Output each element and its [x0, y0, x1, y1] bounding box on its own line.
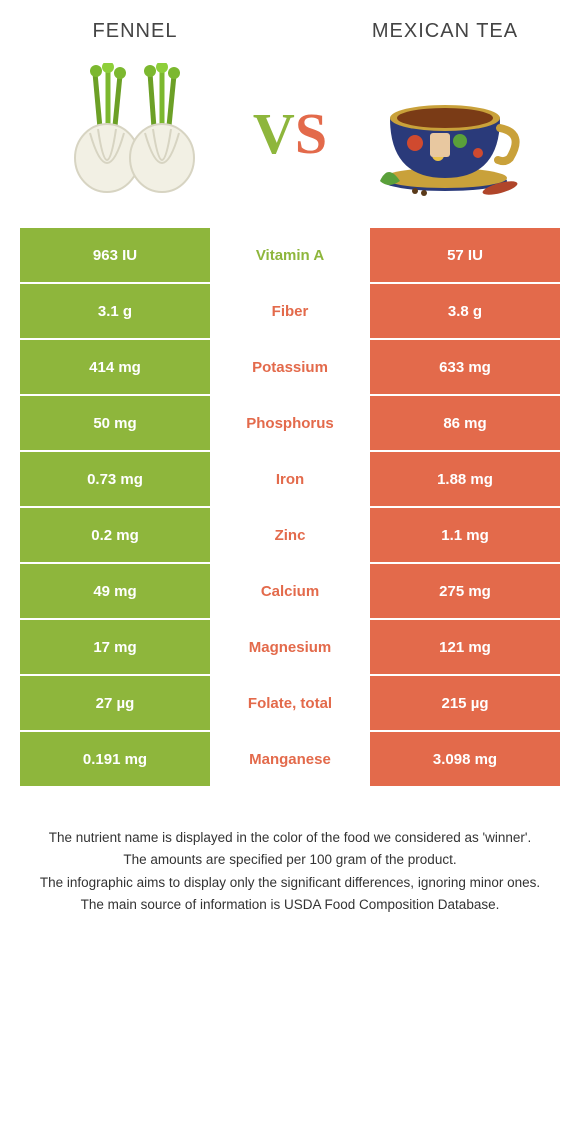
header-spacer — [250, 20, 330, 43]
footnote-line: The nutrient name is displayed in the co… — [30, 828, 550, 848]
fennel-icon — [50, 63, 220, 203]
left-food-image — [30, 63, 240, 203]
infographic-root: Fennel Mexican tea — [0, 0, 580, 937]
nutrient-left-value: 17 mg — [20, 620, 210, 674]
nutrient-name: Zinc — [210, 508, 370, 562]
hero: VS — [0, 53, 580, 228]
nutrient-left-value: 414 mg — [20, 340, 210, 394]
footnote-line: The amounts are specified per 100 gram o… — [30, 850, 550, 870]
nutrient-name: Fiber — [210, 284, 370, 338]
nutrient-row: 0.2 mgZinc1.1 mg — [20, 508, 560, 562]
footnote-line: The infographic aims to display only the… — [30, 873, 550, 893]
nutrient-right-value: 86 mg — [370, 396, 560, 450]
nutrient-left-value: 0.73 mg — [20, 452, 210, 506]
nutrient-name: Folate, total — [210, 676, 370, 730]
nutrient-row: 50 mgPhosphorus86 mg — [20, 396, 560, 450]
tea-cup-icon — [360, 63, 530, 203]
nutrient-name: Phosphorus — [210, 396, 370, 450]
nutrient-left-value: 3.1 g — [20, 284, 210, 338]
nutrient-right-value: 121 mg — [370, 620, 560, 674]
footnotes: The nutrient name is displayed in the co… — [0, 788, 580, 937]
vs-v: V — [253, 101, 295, 166]
nutrient-left-value: 27 µg — [20, 676, 210, 730]
nutrient-left-value: 0.191 mg — [20, 732, 210, 786]
nutrient-row: 414 mgPotassium633 mg — [20, 340, 560, 394]
header: Fennel Mexican tea — [0, 0, 580, 53]
nutrient-name: Manganese — [210, 732, 370, 786]
nutrient-left-value: 0.2 mg — [20, 508, 210, 562]
vs-s: S — [295, 101, 327, 166]
nutrient-row: 963 IUVitamin A57 IU — [20, 228, 560, 282]
nutrient-row: 0.191 mgManganese3.098 mg — [20, 732, 560, 786]
nutrient-right-value: 57 IU — [370, 228, 560, 282]
footnote-line: The main source of information is USDA F… — [30, 895, 550, 915]
nutrient-name: Iron — [210, 452, 370, 506]
header-right-title: Mexican tea — [330, 20, 560, 43]
nutrient-left-value: 50 mg — [20, 396, 210, 450]
nutrient-right-value: 1.1 mg — [370, 508, 560, 562]
nutrient-row: 17 mgMagnesium121 mg — [20, 620, 560, 674]
nutrient-right-value: 633 mg — [370, 340, 560, 394]
nutrient-row: 3.1 gFiber3.8 g — [20, 284, 560, 338]
nutrient-left-value: 49 mg — [20, 564, 210, 618]
nutrient-row: 27 µgFolate, total215 µg — [20, 676, 560, 730]
nutrient-table: 963 IUVitamin A57 IU3.1 gFiber3.8 g414 m… — [0, 228, 580, 786]
nutrient-right-value: 215 µg — [370, 676, 560, 730]
nutrient-left-value: 963 IU — [20, 228, 210, 282]
header-left-title: Fennel — [20, 20, 250, 43]
nutrient-row: 49 mgCalcium275 mg — [20, 564, 560, 618]
nutrient-name: Calcium — [210, 564, 370, 618]
nutrient-name: Potassium — [210, 340, 370, 394]
nutrient-right-value: 3.8 g — [370, 284, 560, 338]
right-food-image — [340, 63, 550, 203]
nutrient-right-value: 275 mg — [370, 564, 560, 618]
nutrient-right-value: 1.88 mg — [370, 452, 560, 506]
nutrient-row: 0.73 mgIron1.88 mg — [20, 452, 560, 506]
nutrient-right-value: 3.098 mg — [370, 732, 560, 786]
nutrient-name: Magnesium — [210, 620, 370, 674]
vs-label: VS — [240, 100, 340, 167]
nutrient-name: Vitamin A — [210, 228, 370, 282]
